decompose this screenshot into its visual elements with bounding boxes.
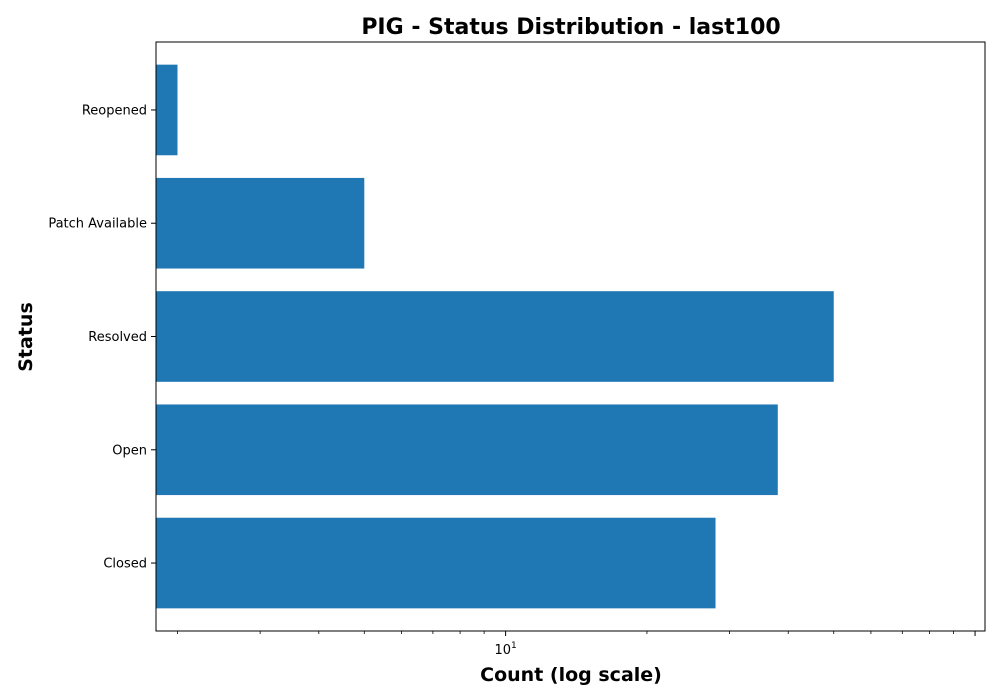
y-axis-ticks: Closed Open Resolved Patch Available Reopene… bbox=[48, 103, 156, 572]
y-tick-label: Resolved bbox=[88, 330, 147, 345]
x-tick-label: 101 bbox=[494, 641, 516, 658]
plot-frame bbox=[155, 41, 986, 632]
y-tick-label: Closed bbox=[103, 557, 147, 572]
y-tick-label: Open bbox=[112, 443, 147, 458]
bar-open bbox=[156, 404, 778, 496]
bar-patch-available bbox=[156, 177, 365, 269]
x-axis-label: Count (log scale) bbox=[480, 664, 662, 686]
bar-resolved bbox=[156, 291, 834, 382]
bars-group bbox=[156, 64, 834, 609]
y-axis-label: Status bbox=[15, 302, 37, 372]
x-axis-ticks: 101 bbox=[177, 631, 976, 658]
y-tick-label: Reopened bbox=[82, 103, 147, 118]
bar-reopened bbox=[156, 64, 178, 156]
y-tick-label: Patch Available bbox=[48, 217, 147, 232]
bar-closed bbox=[156, 517, 716, 609]
chart-title: PIG - Status Distribution - last100 bbox=[361, 15, 780, 40]
